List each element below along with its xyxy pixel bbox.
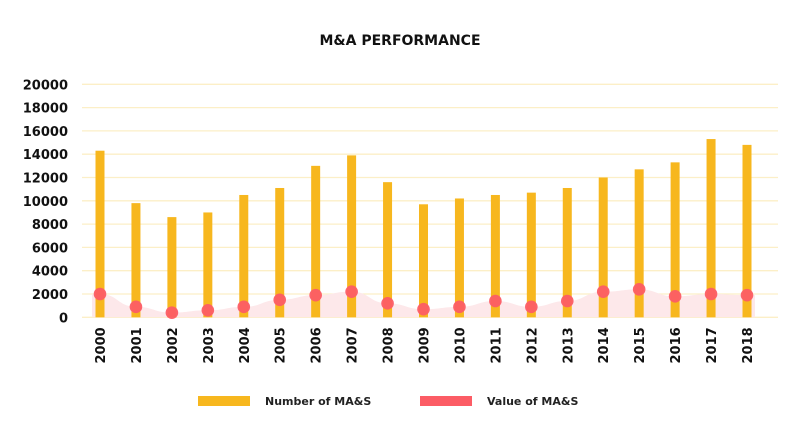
y-tick-label: 18000	[23, 102, 68, 117]
x-tick-label: 2004	[238, 327, 253, 363]
x-tick-label: 2013	[561, 327, 576, 363]
y-tick-label: 12000	[23, 172, 68, 187]
point-2006	[309, 288, 322, 302]
bar-2001	[131, 203, 141, 318]
x-tick-label: 2001	[130, 327, 145, 363]
bar-2009	[419, 204, 428, 318]
x-tick-label: 2014	[597, 327, 612, 363]
bar-2006	[311, 165, 321, 318]
legend-swatch-value	[420, 396, 472, 406]
x-tick-label: 2017	[705, 327, 720, 363]
y-tick-label: 4000	[32, 265, 68, 280]
point-2003	[201, 304, 215, 317]
bar-2000	[95, 150, 105, 318]
value-area-fill	[92, 289, 755, 318]
bar-2012	[526, 192, 536, 318]
y-axis: 0 2000 4000 6000 8000 10000 12000 14000 16000 180…	[23, 78, 68, 326]
bar-2017	[706, 139, 716, 318]
x-tick-label: 2012	[525, 327, 540, 363]
x-tick-label: 2000	[94, 327, 109, 363]
x-tick-label: 2003	[202, 327, 217, 363]
x-tick-label: 2008	[382, 327, 397, 363]
bar-2003	[203, 212, 213, 318]
y-tick-label: 10000	[23, 195, 68, 210]
y-tick-label: 14000	[23, 148, 68, 163]
x-tick-label: 2002	[166, 327, 181, 363]
bar-2014	[598, 177, 608, 318]
value-area	[92, 289, 755, 318]
bar-2008	[383, 182, 393, 318]
y-tick-label: 2000	[32, 288, 68, 303]
bar-2010	[454, 198, 464, 318]
y-tick-label: 6000	[32, 241, 68, 256]
x-tick-label: 2016	[669, 327, 684, 363]
value-points	[93, 283, 754, 319]
legend: Number of MA&S Value of MA&S	[198, 395, 578, 408]
point-2000	[93, 287, 107, 301]
bar-2004	[239, 194, 249, 318]
x-tick-label: 2018	[741, 327, 756, 363]
point-2004	[237, 300, 251, 314]
y-tick-label: 8000	[32, 218, 68, 233]
point-2002	[165, 306, 179, 319]
point-2010	[453, 300, 466, 314]
y-tick-label: 20000	[23, 78, 68, 93]
point-2005	[273, 293, 287, 307]
grid	[82, 83, 778, 318]
x-tick-label: 2010	[453, 327, 468, 363]
legend-label-number: Number of MA&S	[265, 395, 371, 408]
legend-swatch-number	[198, 396, 250, 406]
point-2013	[560, 294, 574, 308]
point-2012	[525, 300, 538, 314]
point-2001	[129, 300, 143, 314]
x-tick-label: 2005	[274, 327, 289, 363]
point-2011	[489, 294, 502, 308]
point-2017	[704, 287, 718, 301]
x-tick-label: 2006	[310, 327, 325, 363]
x-tick-label: 2011	[489, 327, 504, 363]
bar-2018	[742, 144, 752, 318]
point-2014	[596, 285, 610, 298]
point-2018	[740, 288, 754, 302]
bars	[95, 139, 752, 318]
point-2009	[417, 302, 430, 316]
point-2007	[345, 285, 358, 298]
y-tick-label: 16000	[23, 125, 68, 140]
point-2016	[668, 290, 682, 303]
x-tick-label: 2009	[418, 327, 433, 363]
legend-label-value: Value of MA&S	[487, 395, 578, 408]
bar-2011	[490, 194, 500, 318]
y-tick-label: 0	[59, 311, 68, 326]
bar-2005	[275, 187, 285, 318]
bar-2013	[562, 187, 572, 318]
x-tick-label: 2007	[346, 327, 361, 363]
x-tick-label: 2015	[633, 327, 648, 363]
bar-2002	[167, 217, 177, 318]
bar-2007	[347, 155, 357, 318]
point-2008	[381, 297, 394, 310]
chart-title: M&A PERFORMANCE	[319, 33, 480, 49]
x-axis: 2000 2001 2002 2003 2004 2005 2006 2007 2008 2009…	[94, 327, 756, 363]
bar-2016	[670, 162, 680, 318]
bar-2015	[634, 169, 644, 318]
point-2015	[632, 283, 646, 296]
